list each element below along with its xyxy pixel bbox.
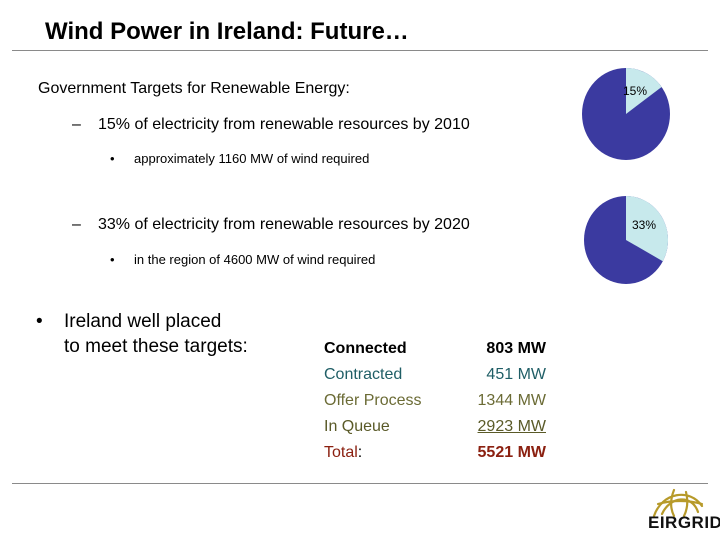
target-2010-detail: • approximately 1160 MW of wind required <box>110 151 369 166</box>
row-value: 803 MW <box>486 340 546 357</box>
row-label: Contracted <box>324 366 403 383</box>
target-2020-detail: • in the region of 4600 MW of wind requir… <box>110 252 375 267</box>
target-2020-detail-text: in the region of 4600 MW of wind require… <box>134 252 376 267</box>
slide-title: Wind Power in Ireland: Future… <box>45 18 409 45</box>
target-2010-detail-text: approximately 1160 MW of wind required <box>134 151 370 166</box>
pie-chart-2010 <box>582 68 670 160</box>
ireland-bullet-line2: to meet these targets: <box>64 336 248 357</box>
row-value: 1344 MW <box>477 392 546 409</box>
target-2020-text: 33% of electricity from renewable resour… <box>98 216 470 233</box>
row-value: 451 MW <box>486 366 546 383</box>
pie-2010-label: 15% <box>623 84 648 98</box>
total-label: Total <box>324 444 358 461</box>
eirgrid-logo-text: EIRGRID <box>648 513 720 532</box>
pie-target-slice <box>626 196 668 262</box>
sub-bullet: • <box>110 151 115 166</box>
pie-2020-label: 33% <box>632 218 657 232</box>
row-value: 5521 MW <box>477 444 546 461</box>
row-label: Total: <box>324 444 362 462</box>
row-label: In Queue <box>324 418 390 435</box>
target-2020: –33% of electricity from renewable resou… <box>72 216 470 234</box>
row-value: 2923 MW <box>477 418 546 435</box>
total-colon: : <box>357 444 363 461</box>
row-label: Connected <box>324 340 407 357</box>
row-label: Offer Process <box>324 392 422 409</box>
pie-chart-2020 <box>584 196 668 284</box>
intro-text: Government Targets for Renewable Energy: <box>38 80 350 97</box>
footer-divider <box>12 483 708 484</box>
dash-bullet: – <box>72 216 81 233</box>
ireland-bullet-line1: Ireland well placed <box>64 311 222 332</box>
pie-target-slice <box>626 68 662 114</box>
bullet: • <box>36 311 43 332</box>
target-2010-text: 15% of electricity from renewable resour… <box>98 116 470 133</box>
target-2010: –15% of electricity from renewable resou… <box>72 116 470 134</box>
title-divider <box>12 50 708 51</box>
dash-bullet: – <box>72 116 81 133</box>
sub-bullet: • <box>110 252 115 267</box>
eirgrid-globe-icon <box>652 488 704 518</box>
